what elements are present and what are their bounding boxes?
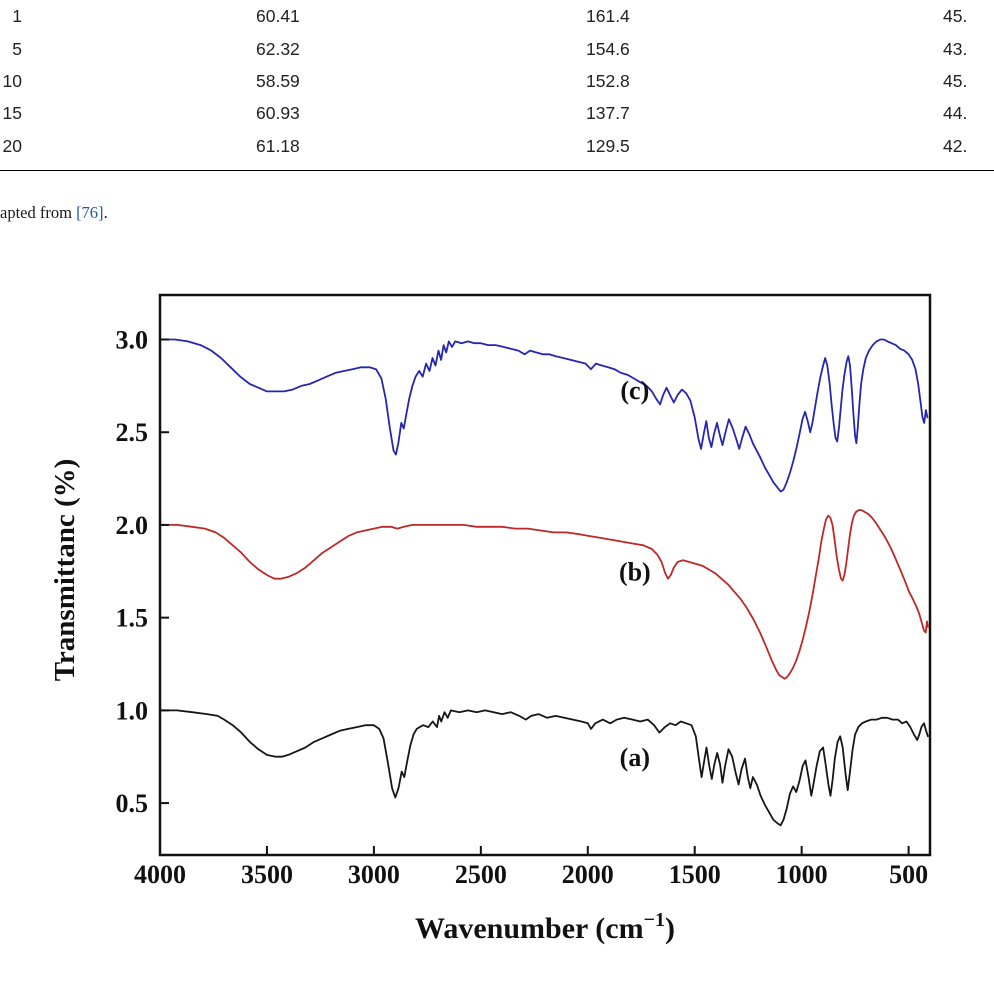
spectra-curves <box>161 338 929 827</box>
table-cell: 58.59 <box>256 71 300 91</box>
table-cell: 62.32 <box>256 39 300 59</box>
table-cell: 10 <box>2 71 22 91</box>
curve-label-c: (c) <box>620 376 649 405</box>
x-axis-title-close-paren: ) <box>665 912 675 945</box>
table-cell: 60.93 <box>256 103 300 123</box>
table-cell: 45. <box>943 71 968 91</box>
table-cell: 5 <box>12 39 22 59</box>
spectrum-curve-a <box>161 709 929 827</box>
x-tick-label: 2000 <box>562 860 614 889</box>
y-tick-label: 2.0 <box>116 511 149 540</box>
table-cell: 161.4 <box>586 6 630 26</box>
table-footnote: apted from [76]. <box>0 203 108 223</box>
table-cell: 1 <box>12 6 22 26</box>
table-row: 5 62.32 154.6 43. <box>0 39 994 65</box>
table-row: 1 60.41 161.4 45. <box>0 6 994 32</box>
table-cell: 42. <box>943 136 968 156</box>
table-cell: 45. <box>943 6 968 26</box>
y-tick-label: 0.5 <box>116 789 149 818</box>
x-tick-label: 1000 <box>776 860 828 889</box>
table-row: 15 60.93 137.7 44. <box>0 103 994 129</box>
y-tick-label: 1.5 <box>116 604 149 633</box>
x-tick-label: 1500 <box>669 860 721 889</box>
x-tick-label: 500 <box>889 860 928 889</box>
axis-tick-labels: 4000 3500 3000 2500 2000 1500 1000 500 0.5 1.0 1.5… <box>116 326 929 889</box>
x-tick-label: 4000 <box>134 860 186 889</box>
footnote-period: . <box>103 203 108 222</box>
y-axis-title: Transmittanc (%) <box>49 459 81 682</box>
table-cell: 20 <box>2 136 22 156</box>
curve-label-a: (a) <box>620 743 650 772</box>
spectrum-curve-c <box>161 338 929 493</box>
x-tick-label: 2500 <box>455 860 507 889</box>
table-row: 20 61.18 129.5 42. <box>0 136 994 162</box>
table-cell: 60.41 <box>256 6 300 26</box>
table-cell: 61.18 <box>256 136 300 156</box>
table-cell: 129.5 <box>586 136 630 156</box>
x-axis-title-superscript: −1 <box>644 909 665 931</box>
y-tick-label: 2.5 <box>116 418 149 447</box>
x-axis-title: Wavenumber (cm−1) <box>415 909 675 945</box>
curve-label-b: (b) <box>619 558 651 587</box>
table-cell: 15 <box>2 103 22 123</box>
x-tick-label: 3500 <box>241 860 293 889</box>
table-cell: 44. <box>943 103 968 123</box>
table-cell: 152.8 <box>586 71 630 91</box>
x-tick-label: 3000 <box>348 860 400 889</box>
table-bottom-rule <box>0 170 994 171</box>
y-tick-label: 1.0 <box>116 696 149 725</box>
ftir-spectra-figure: 4000 3500 3000 2500 2000 1500 1000 500 0.5 1.0 1.5… <box>49 293 932 945</box>
citation-link[interactable]: [76] <box>76 203 104 222</box>
table-cell: 154.6 <box>586 39 630 59</box>
table-cell: 43. <box>943 39 968 59</box>
y-tick-label: 3.0 <box>116 326 149 355</box>
spectrum-curve-b <box>161 509 929 680</box>
axis-ticks <box>159 338 910 855</box>
table-row: 10 58.59 152.8 45. <box>0 71 994 97</box>
footnote-text: apted from <box>0 203 77 222</box>
x-axis-title-text: Wavenumber (cm <box>415 912 644 945</box>
data-table-fragment: 1 60.41 161.4 45. 5 62.32 154.6 43. 10 5… <box>0 0 994 170</box>
table-cell: 137.7 <box>586 103 630 123</box>
plot-border <box>158 293 932 857</box>
